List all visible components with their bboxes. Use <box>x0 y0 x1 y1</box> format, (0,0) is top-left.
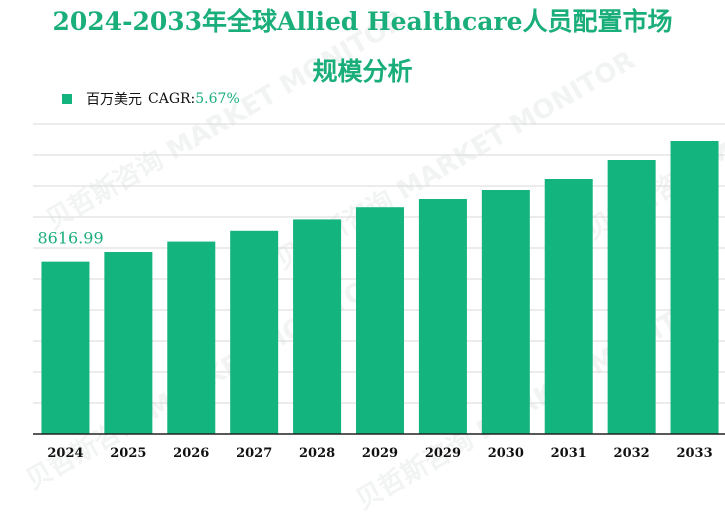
bar-2027-3 <box>230 230 279 434</box>
bar-2031-8 <box>544 179 593 434</box>
x-tick-label: 2028 <box>299 446 335 461</box>
bar-2029-5 <box>356 207 404 434</box>
bar-chart: 8616.99 2024 2025 2026 2027 2028 2029 2029 2030… <box>33 123 725 461</box>
bar-2024-0 <box>41 261 90 434</box>
x-tick-label: 2033 <box>676 446 712 461</box>
x-tick-label: 2025 <box>110 446 146 461</box>
bar-2030-7 <box>481 190 530 434</box>
x-tick-label: 2032 <box>614 446 650 461</box>
bars <box>41 141 719 434</box>
bar-2033-10 <box>670 141 719 434</box>
x-tick-label: 2026 <box>173 446 209 461</box>
x-axis-tick-labels: 2024 2025 2026 2027 2028 2029 2029 2030 2031 2032… <box>47 446 712 461</box>
legend: 百万美元 CAGR: 5.67% <box>62 88 240 110</box>
legend-cagr-value: 5.67% <box>195 91 240 107</box>
x-tick-label: 2027 <box>236 446 272 461</box>
x-tick-label: 2031 <box>551 446 587 461</box>
bar-2028-4 <box>293 219 342 434</box>
legend-swatch-icon <box>62 94 72 104</box>
x-tick-label: 2024 <box>47 446 83 461</box>
bar-2026-2 <box>167 241 216 434</box>
x-tick-label: 2030 <box>488 446 524 461</box>
x-tick-label: 2029 <box>425 446 461 461</box>
bar-2029-6 <box>418 199 467 434</box>
data-label: 8616.99 <box>37 229 103 248</box>
legend-unit: 百万美元 <box>86 92 142 108</box>
x-tick-label: 2029 <box>362 446 398 461</box>
bar-2025-1 <box>104 252 153 434</box>
chart-title-line-1: 2024-2033年全球Allied Healthcare人员配置市场 <box>52 7 673 36</box>
data-labels: 8616.99 <box>37 229 103 248</box>
bar-2032-9 <box>607 160 656 434</box>
chart-title-line-2: 规模分析 <box>312 57 413 86</box>
legend-cagr-label: CAGR: <box>148 91 196 107</box>
